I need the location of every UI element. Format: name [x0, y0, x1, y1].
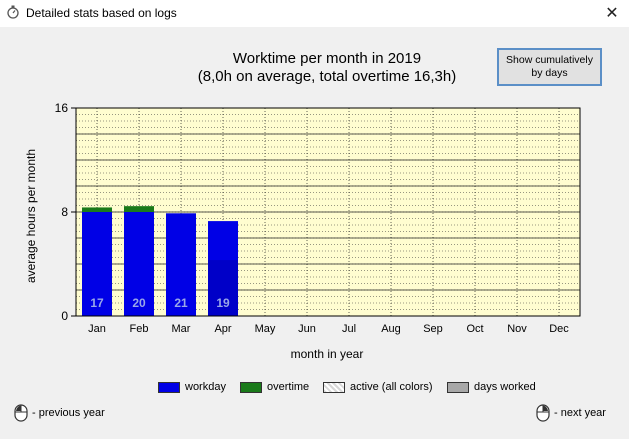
x-tick-label: Jan	[88, 323, 106, 335]
bar-active-overlay	[208, 260, 238, 316]
x-tick-label: May	[255, 323, 276, 335]
close-button[interactable]: ✕	[605, 5, 619, 22]
window-titlebar: Detailed stats based on logs ✕	[0, 0, 629, 27]
show-cumulatively-button[interactable]: Show cumulatively by days	[497, 48, 602, 86]
x-tick-label: Feb	[130, 323, 149, 335]
days-worked-label: 20	[132, 296, 146, 310]
chart-title: Worktime per month in 2019	[233, 50, 421, 67]
legend-label-workday: workday	[185, 381, 226, 393]
previous-year-label: - previous year	[32, 407, 105, 419]
bar-workday	[166, 213, 196, 316]
legend-swatch-days-worked	[447, 381, 469, 393]
legend-swatch-active	[323, 381, 345, 393]
legend-swatch-workday	[158, 381, 180, 393]
bar-overtime	[82, 207, 112, 212]
legend-item-active: active (all colors)	[323, 381, 433, 393]
mouse-right-click-icon	[536, 404, 550, 422]
legend-swatch-overtime	[240, 381, 262, 393]
mouse-left-click-icon	[14, 404, 28, 422]
days-worked-label: 19	[216, 296, 230, 310]
days-worked-label: 17	[90, 296, 104, 310]
bar-overtime	[124, 206, 154, 212]
legend-item-days-worked: days worked	[447, 381, 536, 393]
bar-workday	[124, 212, 154, 316]
previous-year-hint[interactable]: - previous year	[14, 404, 105, 422]
y-tick-label: 8	[61, 205, 68, 219]
legend-label-active: active (all colors)	[350, 381, 433, 393]
x-tick-label: Jun	[298, 323, 316, 335]
x-tick-label: Nov	[507, 323, 527, 335]
legend-label-overtime: overtime	[267, 381, 310, 393]
days-worked-label: 21	[174, 296, 188, 310]
x-tick-label: Apr	[214, 323, 231, 335]
y-tick-label: 0	[61, 309, 68, 323]
x-tick-label: Oct	[466, 323, 483, 335]
x-tick-label: Jul	[342, 323, 356, 335]
bar-workday	[82, 212, 112, 316]
y-tick-label: 16	[55, 101, 69, 115]
next-year-label: - next year	[554, 407, 606, 419]
chart-subtitle: (8,0h on average, total overtime 16,3h)	[198, 68, 457, 85]
x-tick-label: Aug	[381, 323, 401, 335]
x-tick-label: Mar	[172, 323, 191, 335]
legend-item-workday: workday	[158, 381, 226, 393]
window-title: Detailed stats based on logs	[26, 6, 177, 20]
next-year-hint[interactable]: - next year	[536, 404, 606, 422]
legend-label-days-worked: days worked	[474, 381, 536, 393]
x-axis-label: month in year	[291, 347, 364, 361]
y-axis-label: average hours per month	[24, 149, 38, 283]
stopwatch-icon	[7, 5, 19, 19]
x-tick-label: Sep	[423, 323, 443, 335]
legend-item-overtime: overtime	[240, 381, 309, 393]
x-tick-label: Dec	[549, 323, 569, 335]
